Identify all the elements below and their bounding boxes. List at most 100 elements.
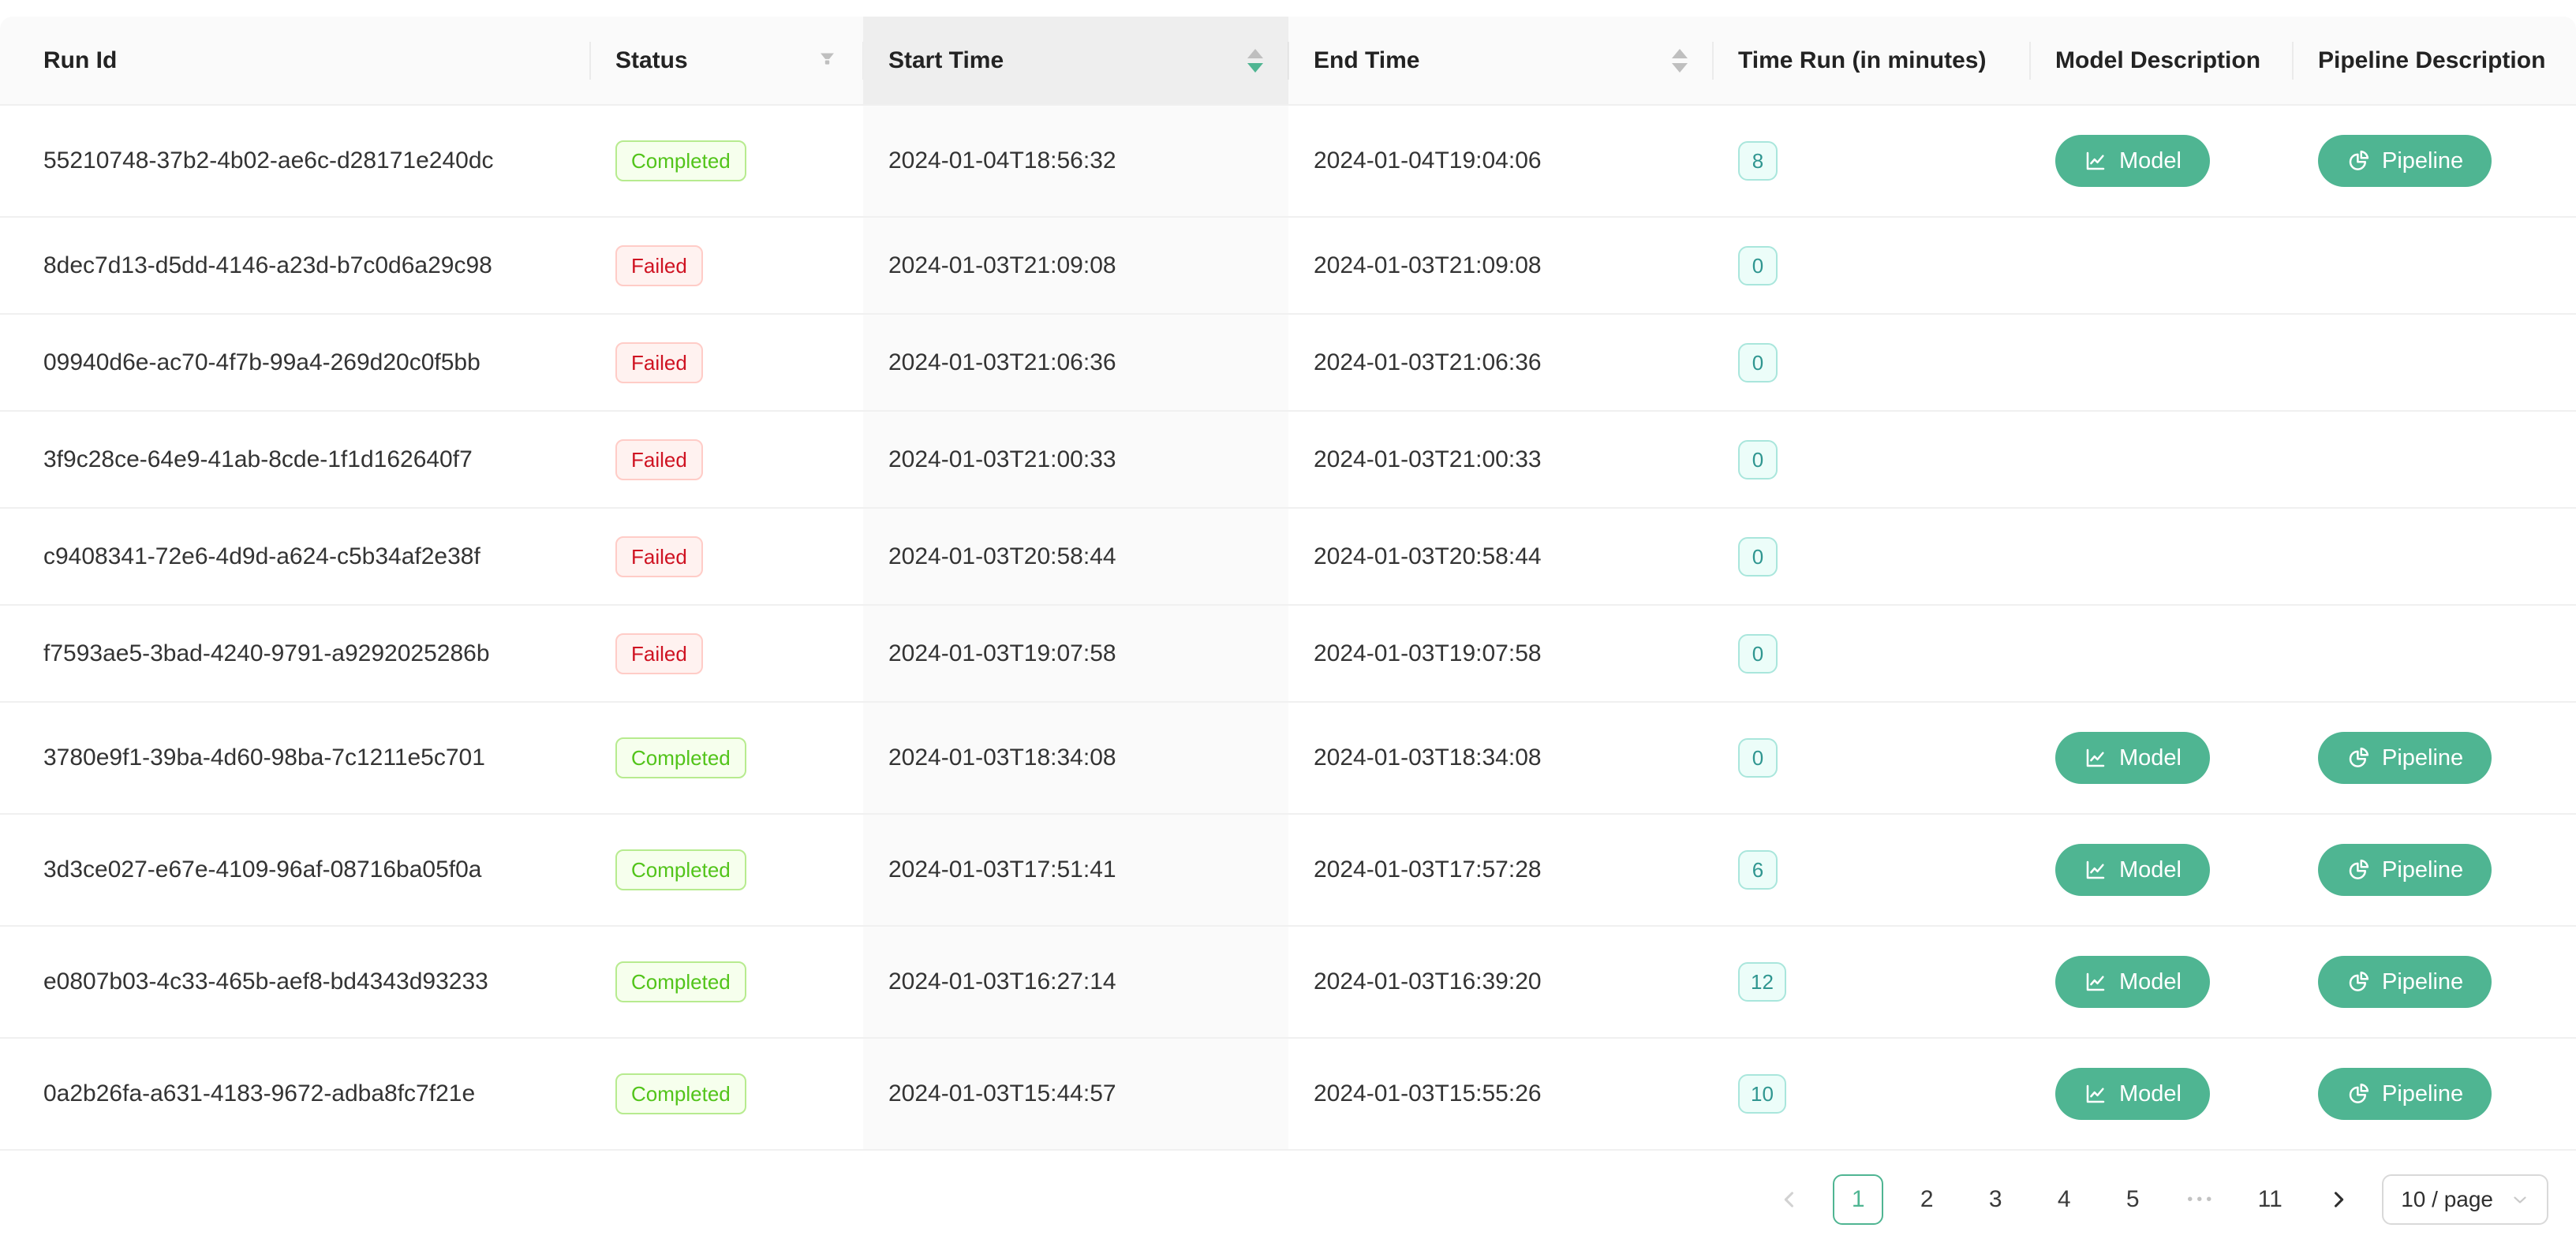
pipeline-button-label: Pipeline xyxy=(2382,147,2464,174)
line-chart-icon xyxy=(2086,1084,2105,1103)
table-row: f7593ae5-3bad-4240-9791-a9292025286b Fail… xyxy=(0,606,2576,703)
column-header-end-time[interactable]: End Time xyxy=(1288,17,1713,104)
model-button[interactable]: Model xyxy=(2055,135,2210,187)
column-header-label: Time Run (in minutes) xyxy=(1738,47,1987,73)
table-row: 0a2b26fa-a631-4183-9672-adba8fc7f21e Comp… xyxy=(0,1039,2576,1151)
status-filter-button[interactable] xyxy=(817,50,838,71)
pipeline-button-label: Pipeline xyxy=(2382,968,2464,995)
model-button[interactable]: Model xyxy=(2055,956,2210,1008)
table-row: 8dec7d13-d5dd-4146-a23d-b7c0d6a29c98 Fail… xyxy=(0,218,2576,315)
run-id-cell: 3f9c28ce-64e9-41ab-8cde-1f1d162640f7 xyxy=(43,446,473,472)
pipeline-description-cell xyxy=(2293,509,2576,604)
table-row: 3d3ce027-e67e-4109-96af-08716ba05f0a Comp… xyxy=(0,815,2576,927)
pipeline-button[interactable]: Pipeline xyxy=(2318,135,2492,187)
model-description-cell xyxy=(2030,218,2293,313)
status-badge: Completed xyxy=(615,849,746,890)
table-row: e0807b03-4c33-465b-aef8-bd4343d93233 Comp… xyxy=(0,927,2576,1039)
run-id-cell: 8dec7d13-d5dd-4146-a23d-b7c0d6a29c98 xyxy=(43,252,492,278)
pipeline-description-cell xyxy=(2293,606,2576,701)
pie-chart-icon xyxy=(2349,150,2369,170)
column-header-label: Run Id xyxy=(43,47,118,73)
column-header-start-time[interactable]: Start Time xyxy=(863,17,1288,104)
status-cell: Failed xyxy=(590,509,863,604)
model-button[interactable]: Model xyxy=(2055,732,2210,784)
end-time-cell: 2024-01-03T21:00:33 xyxy=(1314,446,1542,472)
pagination-page-5[interactable]: 5 xyxy=(2107,1174,2159,1225)
sorter-start-time[interactable] xyxy=(1247,48,1263,73)
pagination-next-button[interactable] xyxy=(2313,1174,2365,1225)
filter-icon xyxy=(821,53,834,65)
column-header-label: End Time xyxy=(1314,47,1420,73)
model-button-label: Model xyxy=(2119,968,2182,995)
pagination-page-2[interactable]: 2 xyxy=(1901,1174,1953,1225)
model-description-cell: Model xyxy=(2030,927,2293,1037)
status-cell: Completed xyxy=(590,106,863,216)
column-header-label: Pipeline Description xyxy=(2318,47,2546,73)
model-description-cell xyxy=(2030,315,2293,410)
line-chart-icon xyxy=(2086,860,2105,879)
pipeline-button[interactable]: Pipeline xyxy=(2318,1068,2492,1120)
model-description-cell xyxy=(2030,412,2293,507)
page-size-select[interactable]: 10 / page xyxy=(2382,1174,2548,1225)
pagination-page-11[interactable]: 11 xyxy=(2245,1174,2296,1225)
run-id-cell: 0a2b26fa-a631-4183-9672-adba8fc7f21e xyxy=(43,1080,476,1107)
pagination-prev-button[interactable] xyxy=(1764,1174,1815,1225)
time-run-badge: 0 xyxy=(1738,342,1778,383)
time-run-badge: 0 xyxy=(1738,633,1778,674)
column-header-label: Start Time xyxy=(888,47,1004,73)
time-run-badge: 6 xyxy=(1738,850,1778,890)
model-button-label: Model xyxy=(2119,745,2182,771)
pagination-page-1[interactable]: 1 xyxy=(1833,1174,1884,1225)
end-time-cell: 2024-01-03T20:58:44 xyxy=(1314,543,1542,569)
column-header-run-id: Run Id xyxy=(0,17,590,104)
pagination-page-4[interactable]: 4 xyxy=(2039,1174,2090,1225)
status-cell: Completed xyxy=(590,703,863,813)
table-body: 55210748-37b2-4b02-ae6c-d28171e240dc Comp… xyxy=(0,106,2576,1151)
end-time-cell: 2024-01-03T21:06:36 xyxy=(1314,349,1542,375)
start-time-cell: 2024-01-03T15:44:57 xyxy=(863,1039,1288,1149)
status-cell: Completed xyxy=(590,815,863,925)
pipeline-button[interactable]: Pipeline xyxy=(2318,732,2492,784)
run-id-cell: 3780e9f1-39ba-4d60-98ba-7c1211e5c701 xyxy=(43,745,485,771)
line-chart-icon xyxy=(2086,972,2105,991)
status-badge: Completed xyxy=(615,1073,746,1114)
table-header-row: Run Id Status Start Time End Time xyxy=(0,17,2576,106)
model-description-cell xyxy=(2030,509,2293,604)
start-time-cell: 2024-01-03T21:09:08 xyxy=(863,218,1288,313)
pagination-page-3[interactable]: 3 xyxy=(1970,1174,2021,1225)
column-header-pipeline-description: Pipeline Description xyxy=(2293,17,2576,104)
time-run-badge: 10 xyxy=(1738,1074,1786,1114)
status-cell: Completed xyxy=(590,927,863,1037)
pie-chart-icon xyxy=(2349,859,2369,879)
run-id-cell: e0807b03-4c33-465b-aef8-bd4343d93233 xyxy=(43,968,488,995)
pipeline-button[interactable]: Pipeline xyxy=(2318,844,2492,896)
table-row: 3780e9f1-39ba-4d60-98ba-7c1211e5c701 Comp… xyxy=(0,703,2576,815)
status-cell: Failed xyxy=(590,606,863,701)
model-button-label: Model xyxy=(2119,147,2182,174)
status-badge: Failed xyxy=(615,244,703,286)
status-cell: Failed xyxy=(590,315,863,410)
caret-up-icon xyxy=(1672,48,1688,58)
sorter-end-time[interactable] xyxy=(1672,48,1688,73)
pipeline-button-label: Pipeline xyxy=(2382,745,2464,771)
column-header-status: Status xyxy=(590,17,863,104)
model-button[interactable]: Model xyxy=(2055,844,2210,896)
model-button[interactable]: Model xyxy=(2055,1068,2210,1120)
time-run-cell: 0 xyxy=(1713,218,2030,313)
model-description-cell: Model xyxy=(2030,106,2293,216)
pie-chart-icon xyxy=(2349,1083,2369,1103)
end-time-cell: 2024-01-03T17:57:28 xyxy=(1314,856,1542,883)
page-size-value: 10 / page xyxy=(2401,1187,2493,1211)
caret-down-icon xyxy=(1247,62,1263,73)
model-button-label: Model xyxy=(2119,1080,2182,1107)
pipeline-description-cell xyxy=(2293,412,2576,507)
start-time-cell: 2024-01-03T21:00:33 xyxy=(863,412,1288,507)
pipeline-button[interactable]: Pipeline xyxy=(2318,956,2492,1008)
status-badge: Failed xyxy=(615,341,703,383)
pipeline-button-label: Pipeline xyxy=(2382,1080,2464,1107)
line-chart-icon xyxy=(2086,748,2105,767)
right-chevron-icon xyxy=(2335,1192,2344,1207)
model-description-cell xyxy=(2030,606,2293,701)
pagination-ellipsis: ••• xyxy=(2176,1174,2227,1225)
